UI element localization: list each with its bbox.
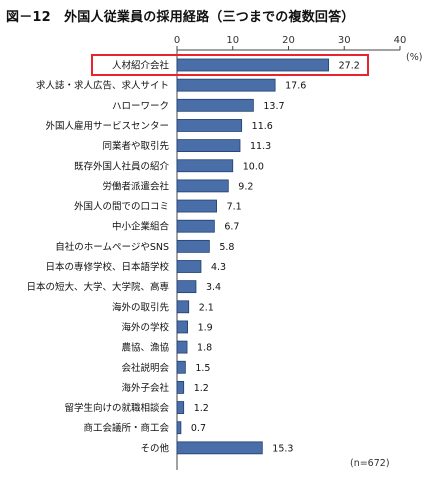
category-label: 既存外国人社員の紹介 <box>74 160 170 172</box>
highlight-box <box>91 54 369 76</box>
value-label: 3.4 <box>206 282 221 293</box>
value-label: 9.2 <box>238 181 253 192</box>
bar <box>176 139 241 153</box>
category-label: 外国人雇用サービスセンター <box>45 120 169 132</box>
category-label: ハローワーク <box>112 101 169 112</box>
bar <box>176 340 188 354</box>
bar <box>176 260 202 273</box>
x-tick-label: 30 <box>338 35 351 46</box>
bar <box>176 401 185 414</box>
category-label: 中小企業組合 <box>112 221 170 233</box>
category-labels: 人材紹介会社求人誌・求人広告、求人サイトハローワーク外国人雇用サービスセンター同… <box>26 54 369 454</box>
value-label: 13.7 <box>263 101 284 112</box>
category-label: その他 <box>140 442 169 454</box>
value-label: 1.9 <box>198 322 213 333</box>
value-label: 1.5 <box>195 363 210 374</box>
category-label: 自社のホームページやSNS <box>55 241 169 253</box>
x-tick-label: 0 <box>174 35 180 46</box>
bar <box>176 98 254 112</box>
category-label: 会社説明会 <box>121 362 169 374</box>
value-label: 1.2 <box>194 383 209 394</box>
category-label: 留学生向けの就職相談会 <box>64 402 169 414</box>
category-label: 人材紹介会社 <box>112 60 170 72</box>
value-label: 1.2 <box>194 403 209 414</box>
category-label: 求人誌・求人広告、求人サイト <box>36 80 169 92</box>
bar <box>176 119 243 132</box>
bar <box>176 58 330 72</box>
x-axis: 0 10 20 30 40 <box>174 35 407 470</box>
category-label: 日本の短大、大学、大学院、高専 <box>26 281 169 293</box>
category-label: 外国人の間での口コミ <box>74 201 169 213</box>
category-label: 海外の学校 <box>121 321 169 333</box>
category-label: 農協、漁協 <box>121 342 169 354</box>
x-tick-label: 10 <box>226 35 239 46</box>
bar <box>176 239 210 253</box>
value-label: 11.6 <box>252 121 273 132</box>
value-label: 7.1 <box>227 202 242 213</box>
value-label: 1.8 <box>197 343 212 354</box>
bar <box>176 320 188 334</box>
value-label: 6.7 <box>224 222 239 233</box>
bar <box>176 219 215 233</box>
bar <box>176 179 229 193</box>
bars: 27.2 17.613.7 11.6 11.3 10.0 9.2 7.1 6.7 5.8 4.3 3… <box>176 58 360 455</box>
x-tick-label: 40 <box>394 35 407 46</box>
value-label: 27.2 <box>339 61 360 72</box>
bar <box>176 441 263 455</box>
value-label: 5.8 <box>219 242 234 253</box>
chart-title: 図－12 外国人従業員の採用経路（三つまでの複数回答） <box>6 10 355 25</box>
value-label: 17.6 <box>285 81 306 92</box>
category-label: 労働者派遣会社 <box>102 180 169 192</box>
value-label: 0.7 <box>191 423 206 434</box>
category-label: 海外の取引先 <box>112 301 170 313</box>
bar <box>176 300 190 314</box>
x-tick-label: 20 <box>282 35 295 46</box>
unit-label: (%) <box>406 52 422 63</box>
bar <box>176 78 276 92</box>
category-label: 同業者や取引先 <box>102 140 169 152</box>
value-label: 4.3 <box>211 262 226 273</box>
value-label: 10.0 <box>243 161 264 172</box>
category-label: 日本の専修学校、日本語学校 <box>45 261 169 273</box>
bar <box>176 380 185 394</box>
bar <box>176 199 217 213</box>
bar <box>176 360 186 374</box>
category-label: 海外子会社 <box>121 382 169 394</box>
bar <box>176 421 182 435</box>
bar <box>176 280 197 294</box>
sample-size-note: (n=672) <box>350 458 390 469</box>
value-label: 15.3 <box>272 443 293 454</box>
category-label: 商工会議所・商工会 <box>83 422 169 434</box>
value-label: 11.3 <box>250 141 271 152</box>
value-label: 2.1 <box>199 302 214 313</box>
bar <box>176 159 234 173</box>
